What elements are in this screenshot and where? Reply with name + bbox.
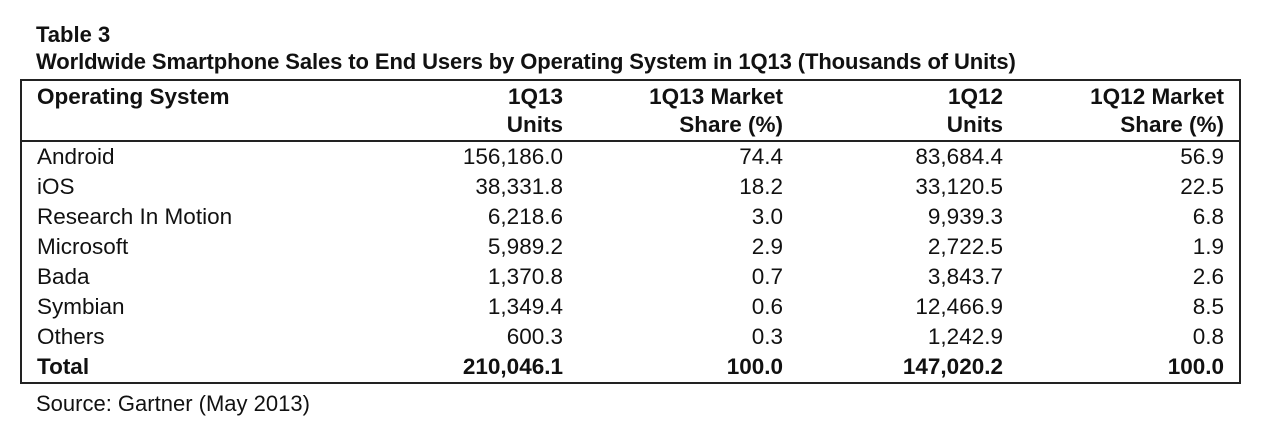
table-row: Android 156,186.0 74.4 83,684.4 56.9	[21, 141, 1240, 172]
cell-1q13-share: 18.2	[739, 174, 783, 199]
cell-operating-system: Research In Motion	[37, 204, 233, 229]
column-header-1q12-units: 1Q12 Units	[787, 80, 1007, 142]
table-row: Total 210,046.1 100.0 147,020.2 100.0	[21, 352, 1240, 383]
cell-1q12-share: 6.8	[1192, 204, 1224, 229]
table-row: Bada 1,370.8 0.7 3,843.7 2.6	[21, 262, 1240, 292]
column-header-1q12-share: 1Q12 Market Share (%)	[1007, 80, 1240, 142]
cell-1q12-share: 2.6	[1192, 264, 1224, 289]
header-row: Operating System 1Q13 Units 1Q13 Market Sha…	[21, 80, 1240, 142]
cell-1q13-units: 5,989.2	[487, 234, 563, 259]
cell-1q12-share: 0.8	[1192, 324, 1224, 349]
cell-operating-system: Others	[37, 324, 105, 349]
column-header-line: Units	[946, 112, 1003, 137]
cell-1q13-share: 2.9	[751, 234, 783, 259]
column-header-line: 1Q12	[947, 84, 1003, 109]
cell-operating-system: Microsoft	[37, 234, 129, 259]
column-header-1q13-units: 1Q13 Units	[401, 80, 567, 142]
cell-operating-system: Android	[37, 144, 115, 169]
cell-1q12-share: 1.9	[1192, 234, 1224, 259]
table-title: Worldwide Smartphone Sales to End Users …	[36, 49, 1016, 74]
cell-1q13-units: 600.3	[506, 324, 563, 349]
cell-operating-system: iOS	[37, 174, 75, 199]
column-header-operating-system: Operating System	[21, 80, 401, 142]
cell-1q13-units: 38,331.8	[475, 174, 563, 199]
column-header-line: Share (%)	[1120, 112, 1224, 137]
column-header-line: 1Q12 Market	[1090, 84, 1224, 109]
table-row: Others 600.3 0.3 1,242.9 0.8	[21, 322, 1240, 352]
table-label: Table 3	[36, 22, 111, 47]
column-header-line	[37, 111, 400, 139]
cell-1q12-units: 9,939.3	[927, 204, 1003, 229]
cell-1q13-share: 100.0	[726, 354, 783, 379]
cell-1q13-units: 210,046.1	[462, 354, 563, 379]
column-header-line: Share (%)	[679, 112, 783, 137]
column-header-line: 1Q13	[507, 84, 563, 109]
column-header-1q13-share: 1Q13 Market Share (%)	[567, 80, 787, 142]
cell-1q12-units: 33,120.5	[915, 174, 1003, 199]
cell-1q12-share: 22.5	[1180, 174, 1224, 199]
cell-1q13-share: 0.7	[751, 264, 783, 289]
column-header-line: Operating System	[37, 84, 230, 109]
table-row: Symbian 1,349.4 0.6 12,466.9 8.5	[21, 292, 1240, 322]
cell-1q13-share: 3.0	[751, 204, 783, 229]
cell-1q12-units: 12,466.9	[915, 294, 1003, 319]
table-row: Microsoft 5,989.2 2.9 2,722.5 1.9	[21, 232, 1240, 262]
sales-table: Operating System 1Q13 Units 1Q13 Market Sha…	[20, 79, 1241, 384]
cell-operating-system: Bada	[37, 264, 90, 289]
cell-1q13-share: 74.4	[739, 144, 783, 169]
cell-1q13-units: 156,186.0	[462, 144, 563, 169]
cell-1q13-units: 1,349.4	[487, 294, 563, 319]
column-header-line: Units	[506, 112, 563, 137]
cell-operating-system: Symbian	[37, 294, 125, 319]
cell-1q12-share: 56.9	[1180, 144, 1224, 169]
table-row: Research In Motion 6,218.6 3.0 9,939.3 6.8	[21, 202, 1240, 232]
cell-1q12-share: 8.5	[1192, 294, 1224, 319]
table-row: iOS 38,331.8 18.2 33,120.5 22.5	[21, 172, 1240, 202]
cell-1q12-share: 100.0	[1167, 354, 1224, 379]
column-header-line: 1Q13 Market	[649, 84, 783, 109]
cell-1q13-units: 6,218.6	[487, 204, 563, 229]
cell-1q12-units: 2,722.5	[927, 234, 1003, 259]
cell-1q12-units: 147,020.2	[902, 354, 1003, 379]
cell-1q13-units: 1,370.8	[487, 264, 563, 289]
source-note: Source: Gartner (May 2013)	[36, 391, 310, 416]
cell-operating-system: Total	[37, 354, 90, 379]
cell-1q12-units: 1,242.9	[927, 324, 1003, 349]
cell-1q12-units: 3,843.7	[927, 264, 1003, 289]
cell-1q13-share: 0.3	[751, 324, 783, 349]
cell-1q13-share: 0.6	[751, 294, 783, 319]
cell-1q12-units: 83,684.4	[915, 144, 1003, 169]
